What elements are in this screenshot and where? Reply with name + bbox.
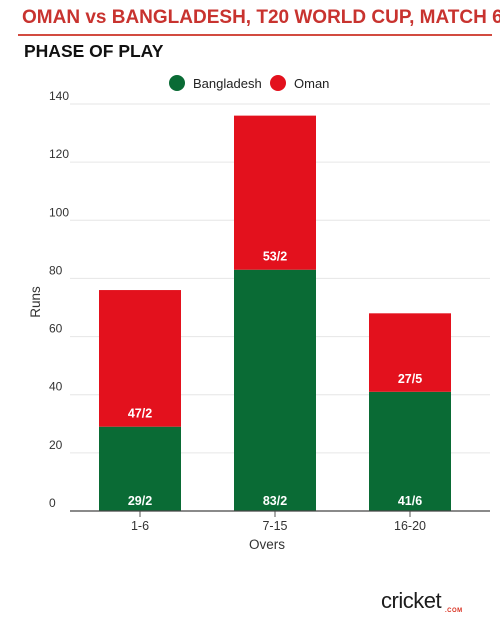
x-tick-label: 16-20	[394, 519, 426, 533]
data-label: 29/2	[128, 494, 152, 508]
bar-bangladesh-16-20	[369, 391, 451, 511]
bar-oman-1-6	[99, 290, 181, 427]
bar-bangladesh-7-15	[234, 269, 316, 511]
y-tick-label: 0	[49, 496, 56, 510]
y-tick-label: 100	[49, 205, 69, 219]
bar-bangladesh-1-6	[99, 426, 181, 511]
y-tick-label: 140	[49, 89, 69, 103]
y-axis-label: Runs	[28, 286, 43, 318]
x-tick-label: 1-6	[131, 519, 149, 533]
title-divider	[18, 34, 492, 36]
legend-marker-oman	[270, 75, 286, 91]
y-tick-label: 80	[49, 263, 63, 277]
x-tick-label: 7-15	[262, 519, 287, 533]
cricket-com-logo: cricket .COM	[381, 588, 471, 618]
logo-suffix: .COM	[445, 608, 463, 614]
logo-wordmark: cricket	[381, 588, 442, 613]
data-label: 27/5	[398, 372, 422, 386]
y-tick-label: 120	[49, 147, 69, 161]
data-label: 47/2	[128, 407, 152, 421]
y-tick-label: 40	[49, 380, 63, 394]
data-label: 53/2	[263, 250, 287, 264]
legend-marker-bangladesh	[169, 75, 185, 91]
y-tick-label: 60	[49, 322, 63, 336]
x-axis-label: Overs	[249, 537, 285, 552]
chart-title: OMAN vs BANGLADESH, T20 WORLD CUP, MATCH…	[22, 7, 500, 28]
legend-label-bangladesh: Bangladesh	[193, 76, 262, 91]
bar-oman-16-20	[369, 313, 451, 392]
y-tick-label: 20	[49, 438, 63, 452]
data-label: 41/6	[398, 494, 422, 508]
bar-oman-7-15	[234, 115, 316, 270]
data-label: 83/2	[263, 494, 287, 508]
legend-label-oman: Oman	[294, 76, 329, 91]
chart-subtitle: PHASE OF PLAY	[24, 41, 164, 61]
